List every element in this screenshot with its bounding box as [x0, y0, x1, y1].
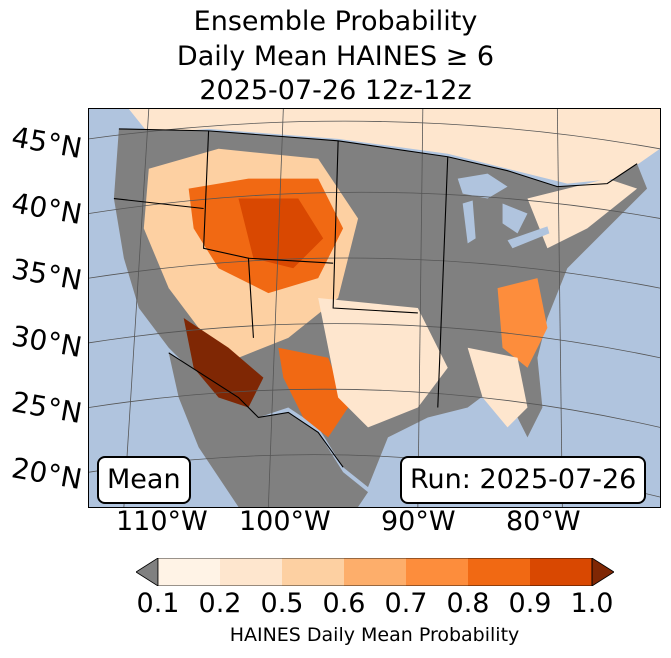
colorbar-over-extension	[591, 558, 614, 586]
lake-erie	[507, 226, 550, 249]
colorbar-tick-6: 0.9	[508, 588, 552, 619]
map-title-line3: 2025-07-26 12z-12z	[199, 75, 472, 106]
southwest-max-probability	[183, 317, 264, 408]
lat-label-45: 45°N	[9, 120, 85, 166]
map-title-line2: Daily Mean HAINES ≥ 6	[176, 41, 495, 72]
lake-superior	[457, 173, 508, 199]
colorbar-bin-5	[468, 558, 531, 586]
colorbar-bin-0	[158, 558, 221, 586]
colorbar-tick-7: 1.0	[570, 588, 614, 619]
lat-label-35: 35°N	[9, 252, 85, 298]
colorbar-bin-1	[220, 558, 283, 586]
lat-label-40: 40°N	[9, 186, 85, 232]
northeast-low-probability	[527, 178, 638, 249]
map-title-line1: Ensemble Probability	[193, 6, 478, 37]
lon-label-80: 80°W	[506, 506, 581, 537]
texas-mexico-high-probability	[278, 347, 349, 438]
colorbar-under-extension	[136, 558, 159, 586]
colorbar-bin-3	[344, 558, 407, 586]
carolinas-probability	[497, 278, 548, 368]
lat-label-25: 25°N	[9, 385, 85, 431]
colorbar-outline	[157, 558, 593, 586]
colorbar-bin-6	[530, 558, 593, 586]
lat-label-20: 20°N	[9, 451, 85, 497]
stat-label-box: Mean	[97, 456, 191, 504]
lon-label-100: 100°W	[239, 506, 331, 537]
borders	[113, 128, 638, 468]
rockies-very-high-probability	[238, 198, 324, 269]
colorbar-bin-2	[282, 558, 345, 586]
plains-low-probability	[318, 298, 448, 428]
probability-map	[88, 108, 661, 508]
southeast-low-probability	[467, 347, 528, 428]
lake-michigan	[462, 200, 476, 244]
colorbar-bin-4	[406, 558, 469, 586]
colorbar-tick-5: 0.8	[446, 588, 490, 619]
colorbar-tick-1: 0.2	[198, 588, 242, 619]
run-date-box: Run: 2025-07-26	[400, 456, 647, 504]
lon-label-90: 90°W	[381, 506, 456, 537]
lat-label-30: 30°N	[9, 319, 85, 365]
colorbar	[136, 558, 614, 586]
colorbar-tick-2: 0.5	[260, 588, 304, 619]
colorbar-tick-3: 0.6	[322, 588, 366, 619]
canada-landmass	[128, 109, 660, 184]
lon-label-110: 110°W	[116, 506, 208, 537]
colorbar-tick-4: 0.7	[384, 588, 428, 619]
colorbar-tick-0: 0.1	[136, 588, 180, 619]
colorbar-label: HAINES Daily Mean Probability	[229, 624, 520, 646]
lake-huron	[502, 203, 528, 234]
